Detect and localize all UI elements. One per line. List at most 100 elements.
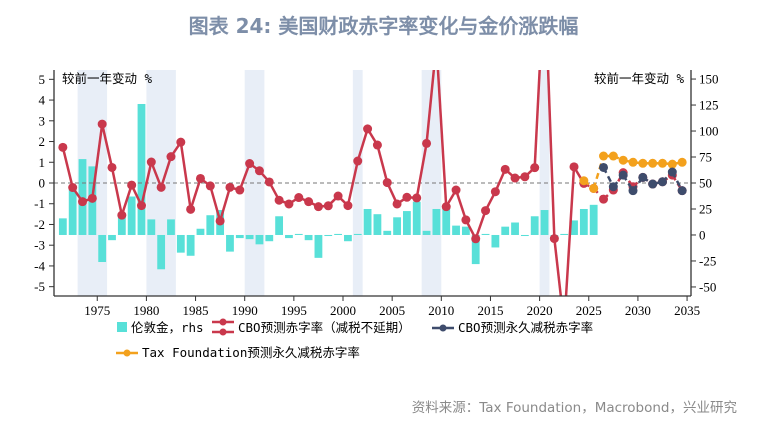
gold-bar — [471, 234, 480, 265]
tax-foundation-point — [638, 158, 648, 168]
tax-foundation-segment — [592, 155, 605, 189]
gold-bar — [540, 210, 549, 235]
cbo-no-extension-segment — [425, 70, 436, 144]
cbo-no-extension-point — [146, 157, 156, 167]
right-tick-label: -50 — [699, 279, 716, 294]
legend-label-gold: 伦敦金，rhs — [131, 320, 204, 335]
left-tick-label: 3 — [39, 113, 46, 128]
gold-bar — [206, 215, 215, 235]
gold-bar — [589, 204, 598, 235]
cbo-no-extension-point — [274, 195, 284, 205]
cbo-no-extension-point — [353, 156, 363, 166]
x-tick-label: 2005 — [379, 303, 405, 318]
gold-bar — [452, 225, 460, 235]
cbo-no-extension-point — [195, 173, 205, 183]
cbo-permanent-point — [657, 177, 667, 187]
cbo-no-extension-segment — [159, 156, 173, 188]
gold-bar — [226, 234, 234, 252]
gold-bar — [344, 234, 352, 242]
x-tick-label: 1975 — [84, 303, 110, 318]
legend-marker-cbo-permanent — [439, 324, 447, 332]
cbo-no-extension-point — [451, 185, 461, 195]
cbo-no-extension-point — [432, 40, 441, 49]
left-tick-label: -3 — [34, 238, 45, 253]
gold-bar — [511, 222, 519, 235]
cbo-no-extension-point — [156, 182, 166, 192]
tax-foundation-point — [677, 157, 687, 167]
gold-bar — [196, 228, 205, 235]
cbo-no-extension-point — [235, 185, 245, 195]
cbo-no-extension-point — [333, 191, 343, 201]
x-tick-label: 2020 — [527, 303, 553, 318]
gold-bar — [481, 233, 490, 235]
cbo-no-extension-point — [166, 152, 176, 162]
cbo-no-extension-point — [68, 183, 78, 193]
left-tick-label: -1 — [34, 196, 45, 211]
cbo-no-extension-point — [392, 199, 402, 209]
cbo-no-extension-point — [412, 193, 422, 203]
cbo-no-extension-point — [372, 140, 382, 150]
cbo-no-extension-point — [422, 138, 432, 148]
gold-bar — [501, 226, 510, 235]
right-tick-label: 75 — [699, 150, 712, 165]
gold-bar — [314, 234, 323, 258]
tax-foundation-point — [667, 159, 677, 169]
right-axis-label: 较前一年变动 % — [594, 71, 685, 86]
x-tick-label: 2015 — [477, 303, 503, 318]
cbo-permanent-point — [628, 186, 638, 196]
cbo-no-extension-segment — [61, 147, 74, 188]
cbo-no-extension-point — [304, 197, 314, 207]
cbo-no-extension-point — [323, 201, 333, 211]
gold-bar — [98, 234, 107, 263]
gold-bar — [147, 219, 156, 235]
cbo-no-extension-segment — [238, 163, 251, 191]
gold-bar — [353, 233, 362, 235]
left-tick-label: -5 — [34, 279, 45, 294]
tax-foundation-point — [599, 151, 609, 161]
cbo-no-extension-point — [500, 164, 510, 174]
recession-shade — [244, 70, 265, 296]
tax-foundation-point — [628, 157, 638, 167]
cbo-no-extension-point — [78, 197, 88, 207]
gold-bar — [275, 216, 284, 235]
gold-bar — [403, 211, 411, 235]
cbo-no-extension-segment — [454, 189, 468, 221]
cbo-no-extension-point — [254, 166, 264, 176]
right-tick-label: 150 — [699, 72, 719, 87]
cbo-permanent-point — [608, 182, 618, 192]
cbo-no-extension-point — [481, 206, 491, 216]
gold-bar — [373, 214, 382, 235]
gold-bar — [245, 234, 254, 240]
cbo-no-extension-point — [107, 162, 117, 172]
left-tick-label: 0 — [39, 176, 46, 191]
cbo-no-extension-point — [127, 180, 137, 190]
tax-foundation-point — [618, 155, 628, 165]
gold-bar — [579, 208, 588, 235]
gold-bar — [393, 217, 401, 235]
legend-marker-cbo-no-extension — [219, 318, 227, 326]
gold-bar — [432, 208, 441, 235]
x-tick-label: 1980 — [133, 303, 159, 318]
gold-bar — [157, 234, 166, 270]
cbo-no-extension-point — [264, 177, 274, 187]
gold-bar — [422, 230, 431, 235]
cbo-no-extension-point — [510, 173, 520, 183]
tax-foundation-point — [608, 151, 618, 161]
gold-bar — [68, 187, 77, 235]
tax-foundation-point — [579, 176, 589, 186]
legend-label-cbo-no-extension: CBO预测赤字率（减税不延期） — [238, 320, 411, 335]
left-axis-label: 较前一年变动 % — [62, 71, 153, 86]
cbo-no-extension-point — [294, 193, 304, 203]
gold-bar — [442, 207, 451, 235]
x-tick-label: 1990 — [232, 303, 258, 318]
cbo-no-extension-point — [520, 172, 530, 182]
tax-foundation-point — [648, 158, 658, 168]
gold-bar — [186, 234, 195, 256]
gold-bar — [334, 233, 342, 235]
cbo-no-extension-point — [215, 216, 225, 226]
cbo-no-extension-segment — [356, 128, 369, 162]
cbo-no-extension-segment — [209, 185, 222, 222]
x-tick-label: 2000 — [330, 303, 356, 318]
cbo-no-extension-segment — [110, 167, 124, 216]
